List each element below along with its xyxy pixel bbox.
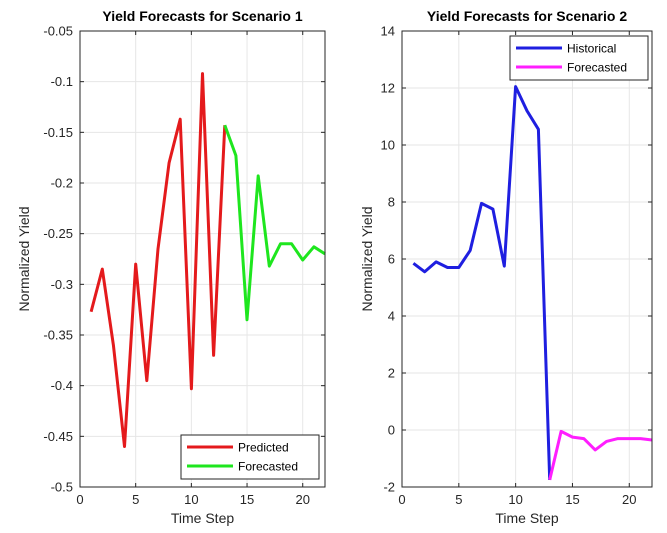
x-tick-label: 20 [622,492,636,507]
chart-title: Yield Forecasts for Scenario 1 [102,8,302,24]
y-tick-label: -0.35 [43,328,73,343]
axes-box [79,30,326,488]
y-tick-label: -0.5 [51,480,73,495]
legend-box [509,35,649,81]
legend-box [180,434,320,480]
chart-panel-1: 0 5 10 15 20 -0.5 -0.45 -0.4 -0.35 -0.3 -0.25 -0.2 -… [16,8,326,526]
series-line-forecasted [223,124,326,322]
x-tick-label: 15 [565,492,579,507]
y-tick-label: -2 [383,480,395,495]
y-tick-label: 12 [381,81,395,96]
y-tick-label: 6 [388,252,395,267]
x-tick-label: 10 [508,492,522,507]
x-tick-label: 5 [455,492,462,507]
y-tick-label: -0.1 [51,74,73,89]
y-tick-label: 0 [388,423,395,438]
legend-label: Forecasted [238,460,298,474]
x-tick-label: 20 [295,492,309,507]
legend-label: Forecasted [567,61,627,75]
x-tick-label: 15 [240,492,254,507]
y-tick-label: -0.25 [43,226,73,241]
legend-label: Predicted [238,441,289,455]
legend: Predicted Forecasted [180,434,320,480]
y-tick-label: 10 [381,138,395,153]
x-tick-label: 5 [132,492,139,507]
y-tick-label: 8 [388,195,395,210]
y-tick-label: 4 [388,309,395,324]
x-tick-label: 0 [76,492,83,507]
legend: Historical Forecasted [509,35,649,81]
legend-label: Historical [567,42,616,56]
x-axis-label: Time Step [495,510,558,526]
y-tick-label: -0.05 [43,24,73,39]
series-line-predicted [89,72,227,448]
series-line-forecasted [548,429,653,481]
y-axis-label: Normalized Yield [16,206,32,311]
y-tick-label: 14 [381,24,395,39]
y-tick-label: 2 [388,366,395,381]
y-tick-label: -0.2 [51,176,73,191]
y-tick-label: -0.45 [43,429,73,444]
series-line-historical [412,85,552,480]
y-tick-label: -0.3 [51,277,73,292]
chart-title: Yield Forecasts for Scenario 2 [427,8,627,24]
x-tick-label: 0 [398,492,405,507]
y-axis-label: Normalized Yield [359,206,375,311]
x-tick-label: 10 [184,492,198,507]
x-axis-label: Time Step [171,510,234,526]
y-tick-label: -0.15 [43,125,73,140]
y-tick-label: -0.4 [51,378,73,393]
